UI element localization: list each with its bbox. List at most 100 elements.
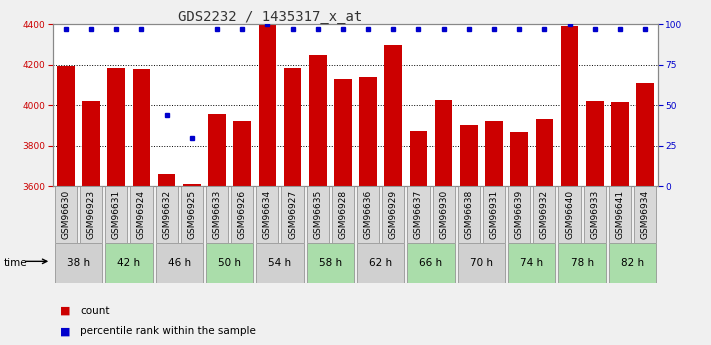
FancyBboxPatch shape bbox=[231, 186, 253, 243]
FancyBboxPatch shape bbox=[558, 243, 606, 283]
FancyBboxPatch shape bbox=[558, 186, 581, 243]
Text: GSM96631: GSM96631 bbox=[112, 190, 121, 239]
Bar bbox=[359, 77, 377, 345]
FancyBboxPatch shape bbox=[332, 186, 354, 243]
Text: GSM96931: GSM96931 bbox=[489, 190, 498, 239]
Text: 54 h: 54 h bbox=[268, 258, 292, 268]
Text: GDS2232 / 1435317_x_at: GDS2232 / 1435317_x_at bbox=[178, 10, 363, 24]
FancyBboxPatch shape bbox=[357, 186, 379, 243]
Text: ■: ■ bbox=[60, 326, 71, 336]
Text: count: count bbox=[80, 306, 109, 315]
Bar bbox=[158, 174, 176, 345]
FancyBboxPatch shape bbox=[407, 243, 455, 283]
Bar bbox=[435, 100, 452, 345]
FancyBboxPatch shape bbox=[306, 186, 328, 243]
FancyBboxPatch shape bbox=[256, 243, 304, 283]
Bar bbox=[535, 119, 553, 345]
Text: GSM96632: GSM96632 bbox=[162, 190, 171, 239]
Text: GSM96926: GSM96926 bbox=[237, 190, 247, 239]
FancyBboxPatch shape bbox=[206, 186, 228, 243]
FancyBboxPatch shape bbox=[533, 186, 555, 243]
Bar bbox=[561, 26, 578, 345]
FancyBboxPatch shape bbox=[483, 186, 505, 243]
FancyBboxPatch shape bbox=[282, 186, 304, 243]
Text: GSM96932: GSM96932 bbox=[540, 190, 549, 239]
FancyBboxPatch shape bbox=[634, 186, 656, 243]
FancyBboxPatch shape bbox=[206, 243, 253, 283]
FancyBboxPatch shape bbox=[256, 186, 279, 243]
Text: GSM96927: GSM96927 bbox=[288, 190, 297, 239]
Bar bbox=[208, 114, 226, 345]
Text: GSM96640: GSM96640 bbox=[565, 190, 574, 239]
Text: GSM96633: GSM96633 bbox=[213, 190, 222, 239]
FancyBboxPatch shape bbox=[609, 186, 631, 243]
Bar bbox=[385, 46, 402, 345]
FancyBboxPatch shape bbox=[383, 186, 405, 243]
Bar bbox=[284, 68, 301, 345]
Bar bbox=[334, 79, 352, 345]
Text: GSM96635: GSM96635 bbox=[314, 190, 322, 239]
Bar bbox=[510, 131, 528, 345]
Bar bbox=[410, 130, 427, 345]
Bar bbox=[485, 121, 503, 345]
Bar bbox=[460, 126, 478, 345]
Text: 46 h: 46 h bbox=[168, 258, 191, 268]
Bar bbox=[586, 101, 604, 345]
Text: time: time bbox=[4, 258, 27, 268]
Text: GSM96934: GSM96934 bbox=[641, 190, 650, 239]
Bar bbox=[233, 121, 251, 345]
FancyBboxPatch shape bbox=[55, 186, 77, 243]
Text: GSM96924: GSM96924 bbox=[137, 190, 146, 239]
FancyBboxPatch shape bbox=[458, 243, 505, 283]
Text: GSM96923: GSM96923 bbox=[87, 190, 95, 239]
Text: 70 h: 70 h bbox=[470, 258, 493, 268]
Text: 42 h: 42 h bbox=[117, 258, 141, 268]
FancyBboxPatch shape bbox=[584, 186, 606, 243]
Bar bbox=[107, 68, 125, 345]
Bar bbox=[57, 66, 75, 345]
FancyBboxPatch shape bbox=[508, 186, 530, 243]
Text: 78 h: 78 h bbox=[570, 258, 594, 268]
FancyBboxPatch shape bbox=[105, 243, 153, 283]
Text: 38 h: 38 h bbox=[67, 258, 90, 268]
FancyBboxPatch shape bbox=[80, 186, 102, 243]
Text: 58 h: 58 h bbox=[319, 258, 342, 268]
FancyBboxPatch shape bbox=[508, 243, 555, 283]
Bar bbox=[611, 102, 629, 345]
FancyBboxPatch shape bbox=[181, 186, 203, 243]
FancyBboxPatch shape bbox=[407, 186, 429, 243]
Bar bbox=[259, 25, 276, 345]
Text: GSM96929: GSM96929 bbox=[389, 190, 397, 239]
FancyBboxPatch shape bbox=[105, 186, 127, 243]
Text: 74 h: 74 h bbox=[520, 258, 543, 268]
Text: GSM96636: GSM96636 bbox=[363, 190, 373, 239]
FancyBboxPatch shape bbox=[458, 186, 480, 243]
FancyBboxPatch shape bbox=[306, 243, 354, 283]
Text: 62 h: 62 h bbox=[369, 258, 392, 268]
Text: GSM96930: GSM96930 bbox=[439, 190, 448, 239]
FancyBboxPatch shape bbox=[156, 186, 178, 243]
FancyBboxPatch shape bbox=[432, 186, 455, 243]
Text: 50 h: 50 h bbox=[218, 258, 241, 268]
Text: GSM96928: GSM96928 bbox=[338, 190, 348, 239]
Bar bbox=[183, 184, 201, 345]
FancyBboxPatch shape bbox=[55, 243, 102, 283]
Text: GSM96634: GSM96634 bbox=[263, 190, 272, 239]
Bar bbox=[636, 83, 654, 345]
FancyBboxPatch shape bbox=[357, 243, 405, 283]
Text: 82 h: 82 h bbox=[621, 258, 644, 268]
Bar bbox=[309, 55, 326, 345]
FancyBboxPatch shape bbox=[130, 186, 153, 243]
Text: percentile rank within the sample: percentile rank within the sample bbox=[80, 326, 256, 336]
Text: ■: ■ bbox=[60, 306, 71, 315]
Text: GSM96641: GSM96641 bbox=[616, 190, 624, 239]
Text: GSM96933: GSM96933 bbox=[590, 190, 599, 239]
Text: 66 h: 66 h bbox=[419, 258, 443, 268]
Text: GSM96638: GSM96638 bbox=[464, 190, 474, 239]
Text: GSM96925: GSM96925 bbox=[187, 190, 196, 239]
Text: GSM96639: GSM96639 bbox=[515, 190, 524, 239]
Text: GSM96637: GSM96637 bbox=[414, 190, 423, 239]
Bar bbox=[133, 69, 150, 345]
FancyBboxPatch shape bbox=[156, 243, 203, 283]
FancyBboxPatch shape bbox=[609, 243, 656, 283]
